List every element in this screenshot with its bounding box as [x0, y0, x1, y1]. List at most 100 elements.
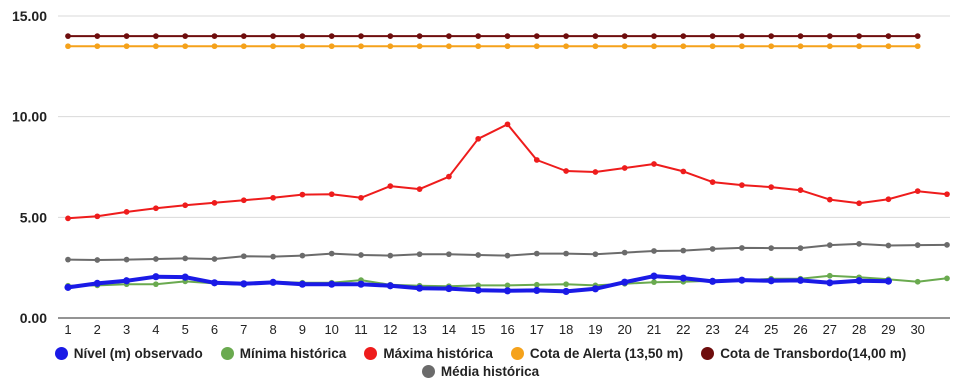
data-point — [65, 215, 71, 222]
data-point — [182, 255, 189, 262]
data-point — [328, 33, 335, 39]
x-tick-label: 21 — [647, 322, 661, 337]
data-point — [826, 279, 834, 287]
legend-item: Cota de Alerta (13,50 m) — [510, 345, 684, 361]
data-point — [680, 247, 687, 254]
data-point — [387, 33, 394, 39]
data-point — [386, 282, 394, 290]
data-point — [358, 194, 364, 201]
data-point — [328, 250, 335, 257]
data-point — [709, 33, 716, 39]
data-point — [680, 33, 687, 39]
legend-swatch — [510, 346, 524, 360]
data-point — [387, 252, 394, 259]
legend-swatch — [54, 346, 68, 360]
x-tick-label: 10 — [324, 322, 338, 337]
data-point — [533, 286, 541, 294]
data-point — [651, 279, 657, 286]
x-tick-label: 28 — [852, 322, 866, 337]
legend-item: Máxima histórica — [364, 346, 493, 361]
data-point — [299, 33, 306, 39]
data-point — [94, 43, 101, 50]
data-point — [592, 33, 599, 39]
data-point — [211, 43, 218, 50]
data-point — [621, 33, 628, 39]
data-point — [152, 273, 160, 281]
data-point — [475, 252, 482, 258]
data-point — [153, 43, 159, 50]
x-tick-label: 9 — [299, 322, 306, 337]
data-point — [680, 168, 687, 175]
x-tick-label: 30 — [910, 322, 924, 337]
legend-label: Cota de Alerta (13,50 m) — [529, 345, 684, 361]
data-point — [563, 168, 569, 174]
data-point — [797, 245, 804, 251]
data-point — [914, 188, 921, 195]
data-point — [416, 186, 423, 193]
data-point — [709, 246, 716, 252]
data-point — [65, 33, 71, 39]
data-point — [358, 33, 364, 39]
data-point — [533, 281, 540, 288]
data-point — [299, 191, 306, 198]
data-point — [739, 182, 745, 188]
data-point — [650, 272, 658, 280]
data-point — [651, 43, 657, 50]
data-point — [826, 43, 833, 50]
y-tick-label: 5.00 — [20, 209, 47, 225]
data-point — [64, 283, 72, 291]
data-point — [65, 256, 71, 263]
legend-swatch — [701, 346, 715, 360]
data-point — [768, 245, 775, 251]
data-point — [475, 135, 482, 142]
data-point — [796, 276, 805, 284]
legend-label: Máxima histórica — [383, 345, 493, 361]
x-tick-label: 24 — [735, 322, 749, 337]
data-point — [387, 183, 394, 189]
data-point — [738, 276, 746, 284]
data-point — [680, 43, 687, 50]
data-point — [504, 33, 511, 39]
x-tick-label: 22 — [676, 322, 690, 337]
data-point — [153, 256, 159, 262]
series-line — [67, 123, 948, 220]
data-point — [797, 43, 804, 50]
x-tick-label: 16 — [500, 322, 514, 337]
data-point — [445, 285, 453, 293]
legend-label: Mínima histórica — [239, 345, 347, 361]
data-point — [709, 179, 716, 185]
data-point — [416, 33, 423, 39]
data-point — [153, 281, 159, 288]
data-point — [446, 43, 452, 50]
data-point — [563, 250, 569, 257]
x-tick-label: 29 — [881, 322, 895, 337]
data-point — [563, 33, 569, 39]
x-tick-label: 5 — [182, 322, 189, 337]
series-0 — [64, 272, 892, 295]
data-point — [914, 43, 921, 50]
x-tick-label: 20 — [617, 322, 631, 337]
legend-swatch — [421, 364, 435, 378]
x-tick-label: 19 — [588, 322, 602, 337]
y-tick-label: 15.00 — [12, 8, 47, 24]
data-point — [475, 33, 482, 39]
data-point — [298, 280, 306, 288]
data-point — [651, 33, 657, 39]
data-point — [592, 251, 599, 258]
data-point — [182, 43, 189, 50]
data-point — [739, 245, 745, 251]
data-point — [885, 196, 892, 203]
legend-item: Média histórica — [421, 364, 539, 379]
data-point — [884, 277, 892, 285]
data-point — [270, 43, 276, 50]
data-point — [328, 280, 336, 288]
data-point — [211, 33, 218, 39]
data-point — [328, 43, 335, 50]
y-tick-label: 0.00 — [20, 310, 47, 326]
data-point — [944, 242, 950, 248]
x-tick-label: 4 — [152, 322, 159, 337]
data-point — [299, 43, 306, 50]
data-point — [474, 286, 482, 294]
data-point — [621, 165, 628, 171]
data-point — [563, 281, 569, 288]
